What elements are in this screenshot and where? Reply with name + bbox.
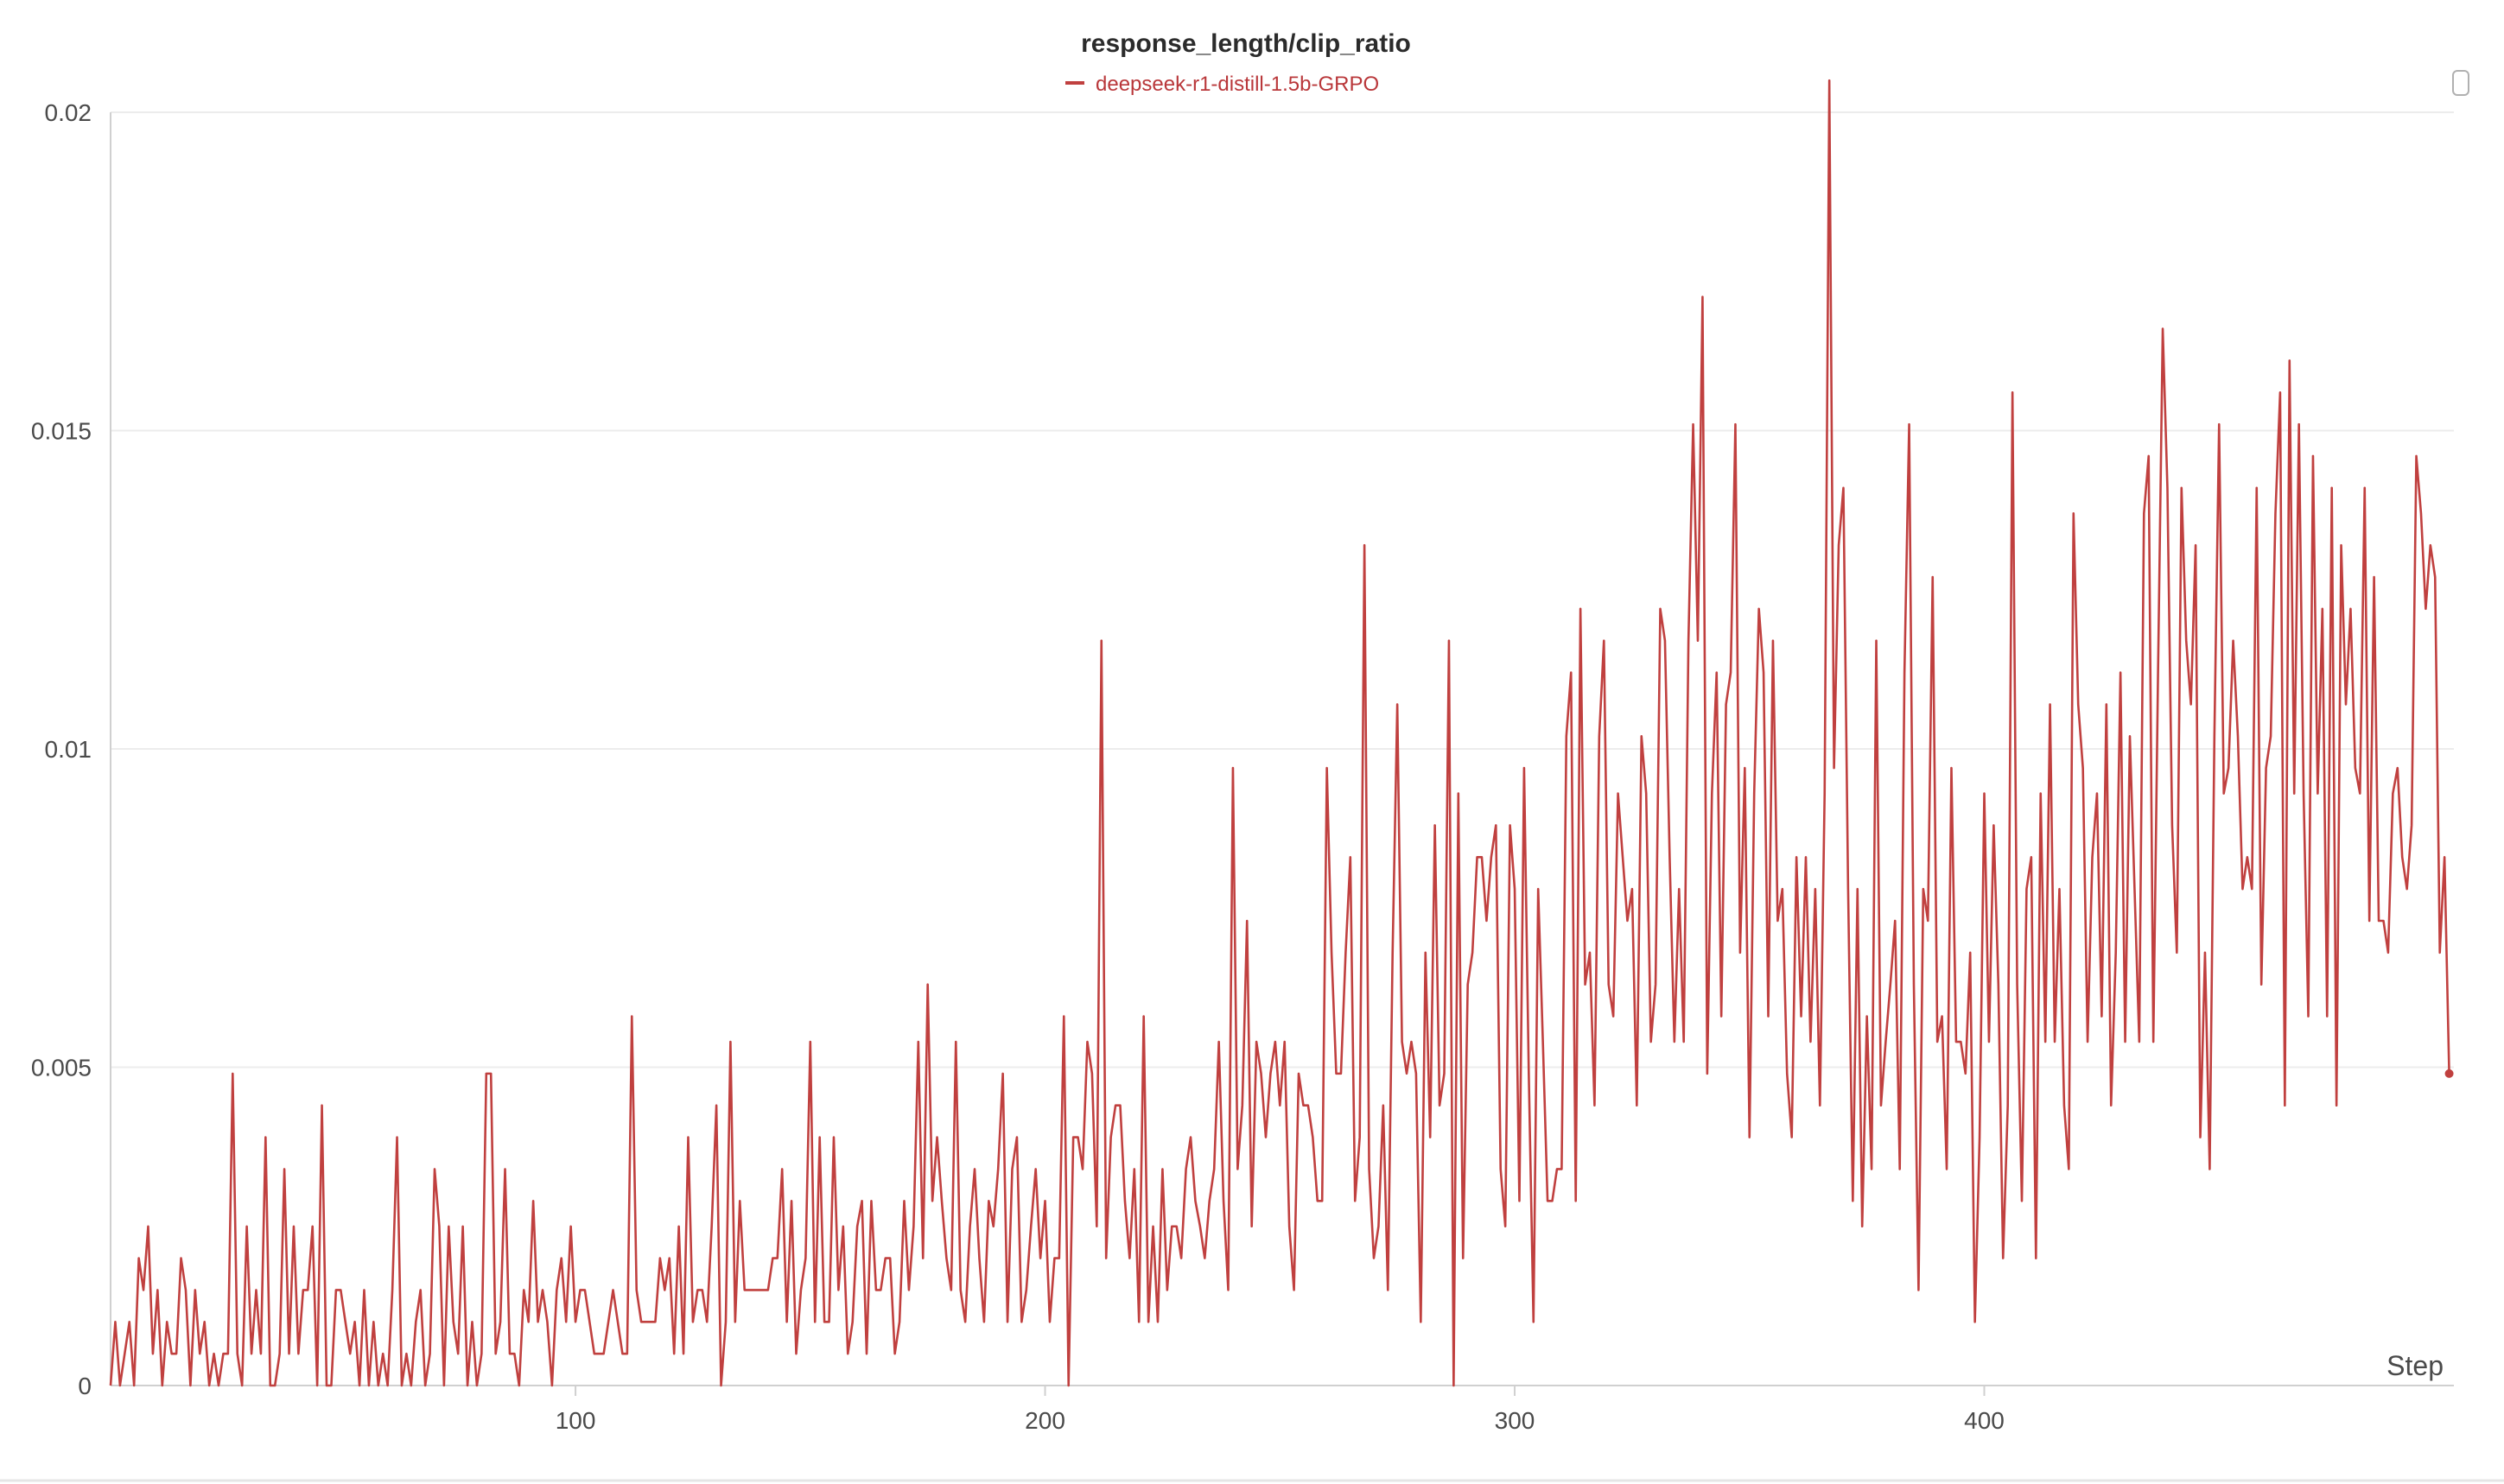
- legend[interactable]: deepseek-r1-distill-1.5b-GRPO: [1065, 73, 1379, 96]
- y-tick-label: 0.02: [45, 99, 92, 126]
- x-tick-label: 400: [1964, 1407, 2005, 1434]
- y-tick-label: 0: [78, 1373, 92, 1399]
- y-tick-label: 0.015: [31, 418, 92, 445]
- series-last-point[interactable]: [2444, 1069, 2454, 1078]
- chart-title: response_length/clip_ratio: [1081, 29, 1411, 58]
- y-axis-ticks: 0 0.005 0.01 0.015 0.02: [31, 99, 92, 1399]
- series-group: [109, 79, 2454, 1387]
- y-tick-label: 0.005: [31, 1055, 92, 1081]
- x-tick-label: 100: [556, 1407, 596, 1434]
- legend-label: deepseek-r1-distill-1.5b-GRPO: [1096, 73, 1379, 96]
- x-axis-label: Step: [2386, 1350, 2444, 1381]
- y-tick-label: 0.01: [45, 736, 92, 763]
- series-line[interactable]: [109, 79, 2450, 1387]
- x-tick-label: 200: [1025, 1407, 1065, 1434]
- x-axis-ticks: 100 200 300 400: [556, 1386, 2005, 1434]
- scroll-handle-icon[interactable]: [2452, 70, 2469, 96]
- x-tick-label: 300: [1495, 1407, 1535, 1434]
